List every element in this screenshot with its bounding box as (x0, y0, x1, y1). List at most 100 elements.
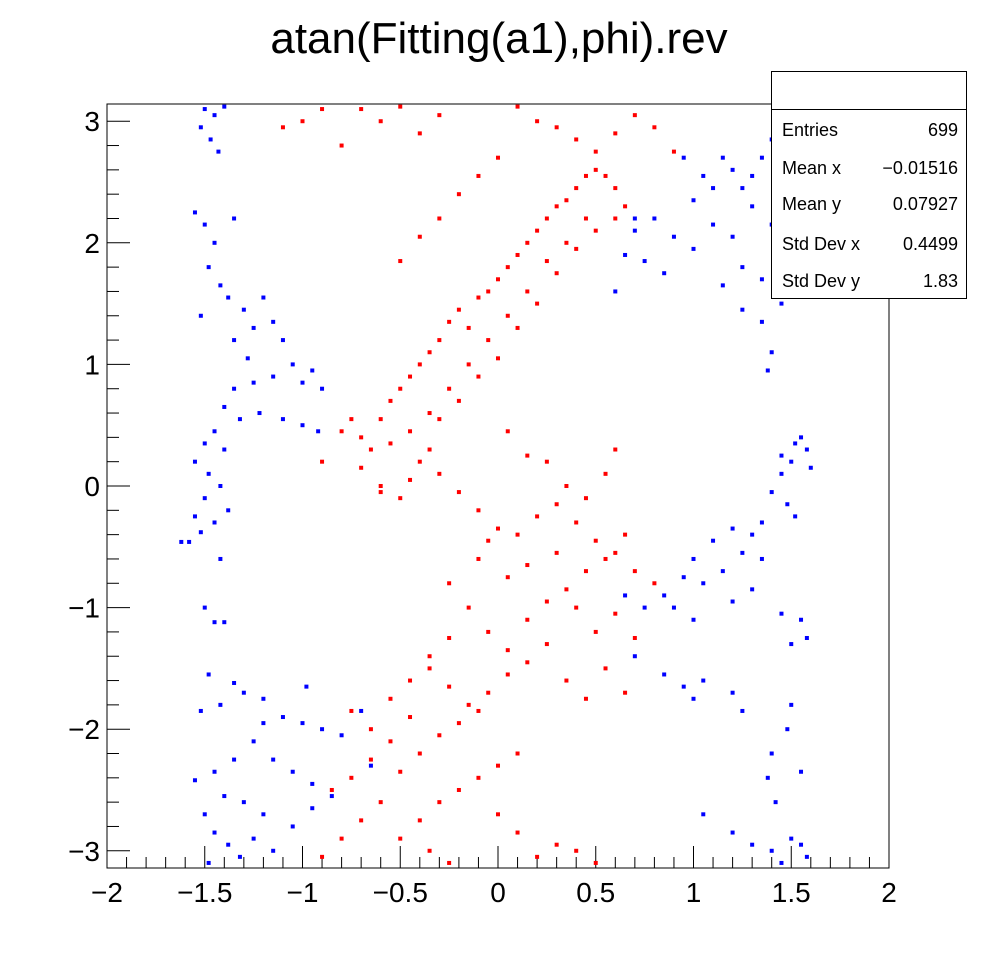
data-point-blue (808, 465, 813, 470)
data-point-red (437, 733, 442, 738)
data-point-blue (222, 447, 227, 452)
data-point-red (623, 204, 628, 209)
data-point-blue (280, 417, 285, 422)
data-point-red (574, 848, 579, 853)
data-point-blue (779, 453, 784, 458)
y-tick-label: −2 (68, 714, 100, 745)
data-point-blue (359, 708, 364, 713)
data-point-red (417, 751, 422, 756)
data-point-blue (750, 587, 755, 592)
data-point-blue (769, 350, 774, 355)
data-point-red (564, 678, 569, 683)
stats-key: Std Dev x (782, 234, 861, 254)
data-point-red (368, 447, 373, 452)
data-point-blue (701, 173, 706, 178)
data-point-blue (642, 605, 647, 610)
data-point-red (280, 125, 285, 130)
data-point-blue (251, 739, 256, 744)
data-point-red (583, 569, 588, 574)
data-point-red (603, 173, 608, 178)
data-point-blue (691, 198, 696, 203)
data-point-red (613, 216, 618, 221)
data-point-blue (759, 155, 764, 160)
data-point-red (447, 581, 452, 586)
data-point-blue (720, 155, 725, 160)
stats-value: 0.4499 (902, 234, 958, 254)
data-point-red (603, 471, 608, 476)
data-point-red (349, 708, 354, 713)
x-tick-label: 0.5 (576, 877, 615, 908)
data-point-blue (759, 319, 764, 324)
data-point-blue (198, 530, 203, 535)
data-point-blue (730, 690, 735, 695)
data-point-red (554, 502, 559, 507)
data-point-blue (192, 459, 197, 464)
data-point-red (515, 252, 520, 257)
data-point-red (525, 289, 530, 294)
data-point-blue (804, 447, 809, 452)
data-point-blue (785, 502, 790, 507)
data-point-red (476, 556, 481, 561)
data-point-blue (662, 593, 667, 598)
data-point-blue (300, 380, 305, 385)
data-point-red (476, 708, 481, 713)
data-point-red (671, 149, 676, 154)
axis-ticks (106, 120, 890, 868)
data-point-red (320, 107, 325, 112)
data-point-blue (701, 678, 706, 683)
data-point-blue (320, 386, 325, 391)
data-points (179, 104, 813, 865)
data-point-red (603, 666, 608, 671)
data-point-blue (681, 684, 686, 689)
data-point-blue (642, 259, 647, 264)
data-point-red (339, 429, 344, 434)
data-point-red (496, 277, 500, 282)
data-point-blue (701, 812, 706, 817)
data-point-red (486, 538, 491, 543)
data-point-red (564, 587, 569, 592)
data-point-red (359, 818, 364, 823)
y-tick-label: −1 (68, 593, 100, 624)
data-point-blue (261, 696, 266, 701)
data-point-red (388, 739, 393, 744)
data-point-blue (202, 107, 207, 112)
data-point-red (388, 696, 393, 701)
x-tick-label: −1 (287, 877, 319, 908)
data-point-red (398, 386, 403, 391)
data-point-blue (218, 556, 223, 561)
data-point-blue (662, 271, 667, 276)
data-point-blue (804, 635, 809, 640)
data-point-red (515, 532, 520, 537)
data-point-red (456, 192, 461, 197)
data-point-red (515, 751, 520, 756)
stats-header (772, 72, 966, 110)
data-point-red (505, 429, 510, 434)
data-point-blue (701, 581, 706, 586)
data-point-blue (251, 325, 256, 330)
data-point-red (564, 240, 569, 245)
data-point-red (496, 526, 500, 531)
data-point-red (427, 848, 432, 853)
stats-value: 0.07927 (892, 194, 958, 214)
data-point-red (339, 836, 344, 841)
data-point-blue (711, 538, 716, 543)
data-point-red (544, 216, 549, 221)
data-point-blue (222, 620, 227, 625)
data-point-blue (226, 842, 231, 847)
data-point-red (623, 690, 628, 695)
data-point-blue (681, 575, 686, 580)
data-point-blue (232, 757, 237, 762)
data-point-blue (198, 313, 203, 318)
data-point-red (535, 301, 540, 306)
x-tick-label: −1.5 (177, 877, 232, 908)
stats-row-entries: Entries 699 (772, 120, 968, 140)
data-point-blue (793, 441, 798, 446)
data-point-red (398, 769, 403, 774)
y-tick-label: 0 (84, 471, 100, 502)
x-tick-labels: −2 −1.5 −1 −0.5 0 0.5 1 1.5 2 (91, 877, 897, 908)
data-point-blue (232, 338, 237, 343)
data-point-red (359, 107, 364, 112)
data-point-blue (765, 775, 770, 780)
data-point-red (496, 356, 500, 361)
data-point-blue (711, 186, 716, 191)
